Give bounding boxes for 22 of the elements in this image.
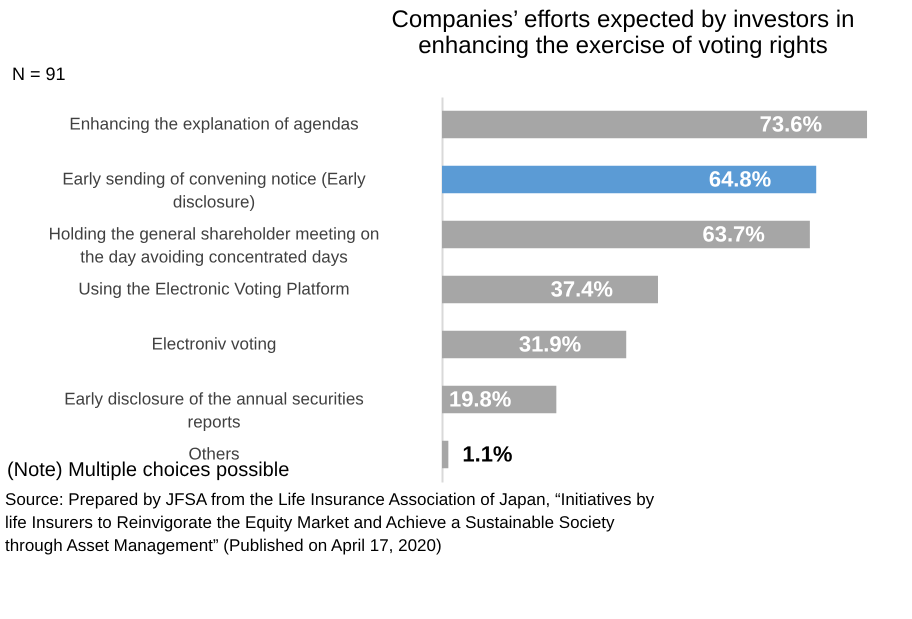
data-label: 64.8% (708, 166, 772, 192)
y-tick-label: Using the Electronic Voting Platform (78, 280, 350, 298)
text: N = 91 (12, 64, 66, 84)
data-label: 19.8% (448, 386, 512, 412)
y-tick-label: Electroniv voting (152, 334, 276, 354)
y-tick-label: Early sending of convening notice (Early disclosure) (62, 170, 366, 212)
bar (442, 330, 626, 358)
data-label: 73.6% (760, 112, 822, 136)
bar (442, 166, 816, 194)
chart-title: Companies’ efforts expected by investors in enhancing the exercise of voting rights (392, 6, 854, 59)
y-tick-label: Enhancing the explanation of agendas (69, 114, 359, 134)
bar (442, 276, 658, 304)
data-label: 63.7% (702, 222, 765, 246)
source-note: Source: Prepared by JFSA from the Life Insurance Association of Japan, “Initiatives by life Insurers to Reinvigorate the Equity Market and Achieve a Sustainable Society through Asset Management” (Published on April 17, 2020) (5, 490, 655, 555)
data-label: 31.9% (518, 332, 582, 356)
y-tick-label: Holding the general shareholder meeting on the day avoiding concentrated days (48, 224, 380, 266)
data-label: 1.1% (462, 442, 513, 466)
bar (442, 110, 868, 138)
y-tick-label: Early disclosure of the annual securities reports (64, 390, 364, 432)
data-label: 37.4% (550, 276, 613, 302)
bar (442, 440, 448, 468)
bar (442, 220, 810, 248)
